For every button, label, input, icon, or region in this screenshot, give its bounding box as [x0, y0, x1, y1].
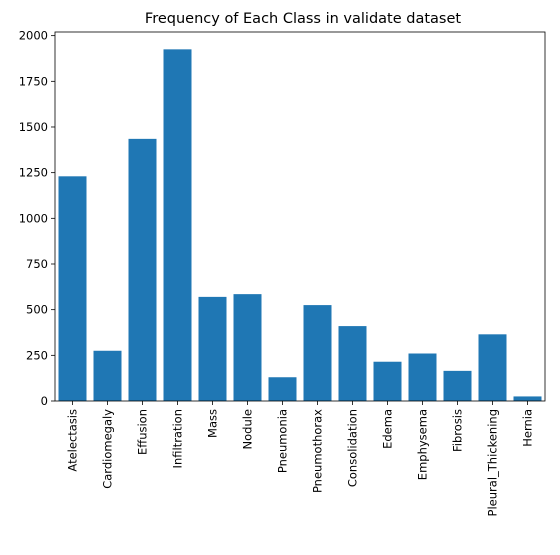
x-tick-label: Nodule	[241, 409, 255, 450]
bar-cardiomegaly	[93, 350, 122, 401]
x-tick-label: Pleural_Thickening	[486, 409, 500, 516]
bar-pneumonia	[268, 377, 297, 401]
y-tick-label: 1250	[19, 166, 48, 180]
axes-layer: 0 250 500 750 1000 1250 1500 1750 2000 Atelectasi…	[19, 29, 546, 516]
bar-mass	[198, 296, 227, 401]
y-tick-label: 1750	[19, 74, 48, 88]
bar-infiltration	[163, 49, 192, 401]
bar-effusion	[128, 138, 157, 402]
plot-frame	[54, 31, 546, 402]
bar-hernia	[513, 396, 542, 401]
y-tick-label: 2000	[19, 29, 48, 43]
bar-edema	[373, 361, 402, 401]
y-tick-label: 500	[26, 303, 48, 317]
x-tick-label: Infiltration	[171, 409, 185, 468]
bar-pleural-thickening	[478, 334, 507, 401]
bar-pneumothorax	[303, 305, 332, 401]
y-tick-label: 1500	[19, 120, 48, 134]
x-tick-label: Pneumothorax	[311, 409, 325, 493]
bar-consolidation	[338, 326, 367, 401]
y-tick-label: 0	[41, 394, 48, 408]
bar-emphysema	[408, 353, 437, 401]
bar-nodule	[233, 294, 262, 401]
chart-title: Frequency of Each Class in validate data…	[145, 11, 461, 27]
x-tick-label: Edema	[381, 409, 395, 449]
x-tick-label: Fibrosis	[451, 409, 465, 452]
y-tick-label: 750	[26, 257, 48, 271]
x-tick-label: Effusion	[136, 409, 150, 455]
bar-atelectasis	[58, 176, 87, 401]
bars-layer	[58, 49, 542, 402]
x-tick-label: Consolidation	[346, 409, 360, 487]
x-tick-label: Pneumonia	[276, 409, 290, 473]
y-tick-label: 250	[26, 348, 48, 362]
bar-fibrosis	[443, 370, 472, 401]
x-tick-label: Emphysema	[416, 409, 430, 480]
x-tick-label: Atelectasis	[66, 409, 80, 472]
x-tick-label: Hernia	[521, 409, 535, 447]
x-tick-label: Cardiomegaly	[101, 409, 115, 489]
x-tick-label: Mass	[206, 409, 220, 438]
y-tick-label: 1000	[19, 211, 48, 225]
